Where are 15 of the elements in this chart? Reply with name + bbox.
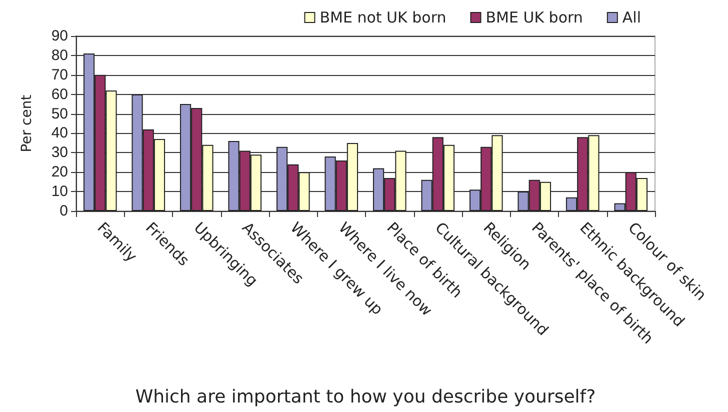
legend-label: All [622,8,642,26]
y-tick-label: 10 [51,183,68,200]
y-axis-title: Per cent [19,94,35,152]
y-tick-label: 80 [51,46,68,64]
legend-label: BME UK born [486,8,583,26]
y-tick-label: 30 [51,144,68,162]
y-tick-label: 50 [51,105,68,122]
y-tick-label: 70 [51,66,68,84]
y-tick-label: 60 [51,86,68,103]
x-axis-title: Which are important to how you describe yourself? [135,386,596,408]
y-tick-label: 0 [60,202,68,220]
y-tick-label: 90 [51,28,68,44]
legend-label: BME not UK born [320,8,446,26]
y-tick-label: 40 [51,124,68,142]
y-tick-label: 20 [51,164,68,181]
